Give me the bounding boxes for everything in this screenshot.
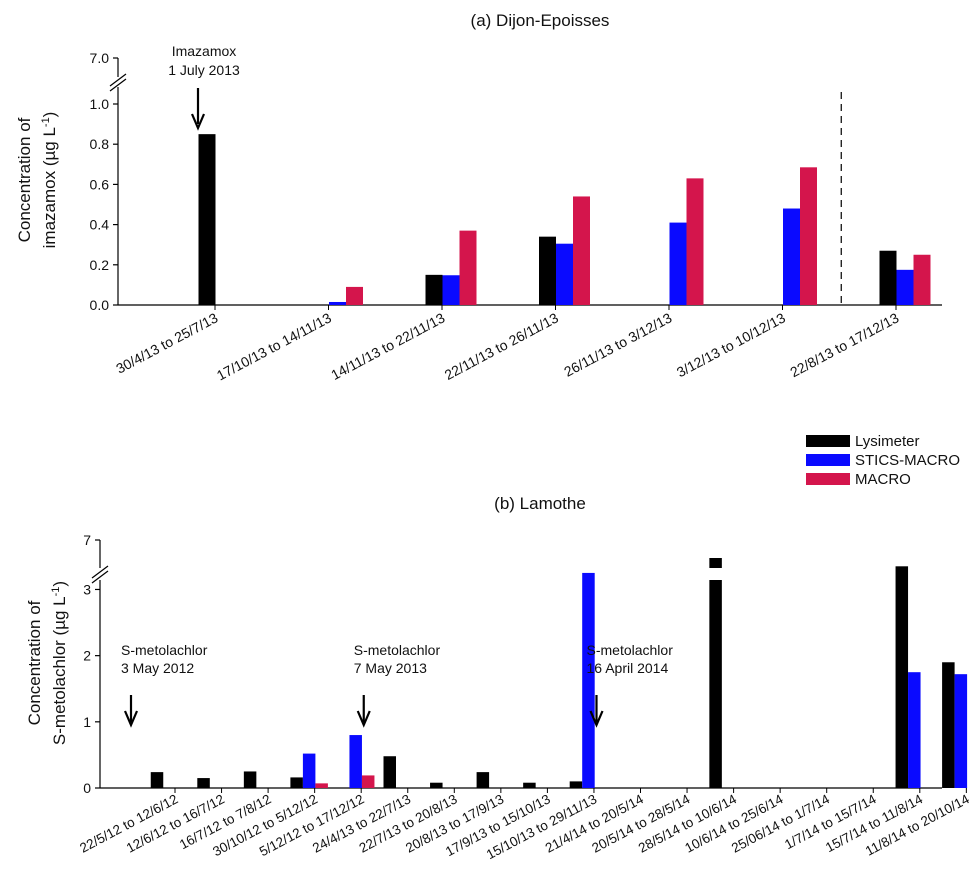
panel-a-x-tick-label: 22/11/13 to 26/11/13	[442, 309, 561, 383]
panel-a-x-tick-label: 26/11/13 to 3/12/13	[561, 309, 674, 379]
annotation-text: Imazamox	[172, 43, 237, 59]
panel-a-x-tick-label: 14/11/13 to 22/11/13	[328, 309, 447, 383]
bar-lysimeter	[539, 236, 556, 305]
bar-lysimeter	[430, 782, 443, 788]
bar-macro	[346, 286, 363, 305]
bar-lysimeter	[290, 777, 303, 788]
bar-stics-macro	[349, 735, 362, 788]
bar-stics-macro	[783, 208, 800, 305]
panel-b-y-tick-label: 2	[83, 648, 91, 664]
bar-lysimeter	[476, 772, 490, 788]
bar-lysimeter-upper	[709, 558, 722, 568]
panel-b-y-tick-label: 0	[83, 780, 91, 796]
bar-lysimeter	[383, 756, 396, 788]
bar-lysimeter	[569, 781, 583, 788]
bar-lysimeter	[523, 782, 536, 788]
bar-stics-macro	[669, 222, 687, 305]
annotation-text: S-metolachlor	[587, 642, 674, 658]
panel-a-y-tick-label: 0.4	[90, 217, 110, 233]
panel-a-y-tick-label: 0.2	[90, 257, 110, 273]
panel-b-axis-break-mark	[91, 565, 109, 579]
bar-stics-macro	[302, 753, 316, 788]
panel-a-y-tick-label: 0.0	[90, 297, 110, 313]
bar-macro	[573, 196, 590, 305]
annotation-text: 16 April 2014	[587, 660, 669, 676]
legend-label: Lysimeter	[855, 433, 919, 450]
bar-lysimeter	[198, 134, 216, 305]
panel-b-y-tick-label: 1	[83, 714, 91, 730]
panel-b-y-tick-label: 3	[83, 581, 91, 597]
panel-a-y-tick-label: 7.0	[90, 50, 110, 66]
bar-macro	[315, 783, 328, 788]
annotation-arrow-head	[356, 710, 371, 728]
bar-lysimeter	[197, 778, 210, 788]
annotation-text: 1 July 2013	[168, 62, 240, 78]
panel-a-x-tick-label: 30/4/13 to 25/7/13	[113, 309, 220, 376]
annotation-text: S-metolachlor	[354, 642, 441, 658]
bar-stics-macro	[442, 275, 460, 305]
bar-stics-macro	[954, 674, 968, 788]
bar-stics-macro	[896, 269, 914, 305]
legend: Lysimeter STICS-MACRO MACRO	[806, 433, 960, 488]
panel-a-axis-break-mark	[109, 78, 127, 92]
panel-b-ylabel-line2: S-metolachlor (µg L-1)	[50, 581, 69, 745]
annotation-text: 3 May 2012	[121, 660, 194, 676]
panel-a-y-tick-label: 0.6	[90, 176, 110, 192]
panel-a-title: (a) Dijon-Epoisses	[471, 11, 610, 30]
panel-a-axis-break-mark	[109, 73, 127, 87]
panel-b-axis-break-mark	[91, 570, 109, 584]
panel-b-ylabel-line1: Concentration of	[25, 600, 44, 725]
legend-label: STICS-MACRO	[855, 452, 960, 469]
bar-macro	[459, 230, 477, 305]
bar-stics-macro	[582, 572, 595, 788]
panel-a-x-tick-label: 3/12/13 to 10/12/13	[674, 309, 788, 380]
legend-swatch	[806, 473, 850, 485]
bar-macro	[361, 775, 375, 788]
panel-a-ylabel-line2: imazamox (µg L-1)	[40, 112, 59, 249]
bar-lysimeter	[425, 274, 443, 305]
annotation-arrow-head	[190, 113, 206, 131]
panel-b-y-tick-label: 7	[83, 532, 91, 548]
panel-a-x-tick-label: 17/10/13 to 14/11/13	[214, 309, 334, 383]
panel-a-y-tick-label: 0.8	[90, 136, 110, 152]
annotation-text: S-metolachlor	[121, 642, 208, 658]
bar-stics-macro	[556, 243, 573, 305]
annotation-arrow-head	[123, 710, 139, 728]
bar-stics-macro	[329, 301, 346, 305]
bar-macro	[800, 167, 817, 305]
panel-a-x-tick-label: 22/8/13 to 17/12/13	[787, 309, 901, 380]
legend-swatch	[806, 454, 850, 466]
annotation-arrow-head	[589, 710, 604, 728]
legend-swatch	[806, 435, 850, 447]
panel-a-y-tick-label: 1.0	[90, 96, 110, 112]
bar-lysimeter	[243, 771, 257, 788]
bar-macro	[913, 254, 931, 305]
panel-a-ylabel-line1: Concentration of	[15, 117, 34, 242]
bar-lysimeter	[709, 580, 722, 788]
annotation-text: 7 May 2013	[354, 660, 427, 676]
bar-lysimeter	[879, 250, 897, 305]
legend-label: MACRO	[855, 471, 911, 488]
bar-lysimeter	[150, 772, 164, 788]
bar-lysimeter	[942, 662, 955, 788]
bar-macro	[686, 178, 704, 305]
bar-lysimeter	[895, 566, 909, 788]
panel-b-title: (b) Lamothe	[494, 494, 586, 513]
bar-stics-macro	[908, 672, 921, 788]
panel-b: (b) Lamothe Concentration of S-metolachl…	[25, 494, 972, 862]
panel-a: (a) Dijon-Epoisses Concentration of imaz…	[15, 11, 942, 383]
